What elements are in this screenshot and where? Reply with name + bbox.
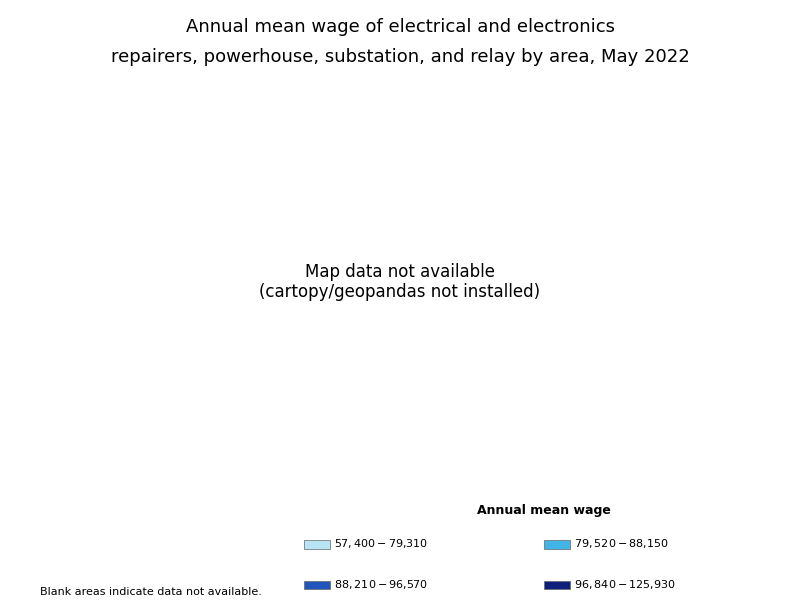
Text: $57,400 - $79,310: $57,400 - $79,310 — [334, 537, 429, 550]
Text: Annual mean wage: Annual mean wage — [477, 504, 611, 517]
FancyBboxPatch shape — [304, 581, 330, 589]
Text: Blank areas indicate data not available.: Blank areas indicate data not available. — [40, 587, 262, 597]
Text: $88,210 - $96,570: $88,210 - $96,570 — [334, 578, 429, 590]
FancyBboxPatch shape — [544, 581, 570, 589]
Text: $96,840 - $125,930: $96,840 - $125,930 — [574, 578, 676, 590]
Text: Map data not available
(cartopy/geopandas not installed): Map data not available (cartopy/geopanda… — [259, 263, 541, 301]
FancyBboxPatch shape — [544, 541, 570, 548]
Text: repairers, powerhouse, substation, and relay by area, May 2022: repairers, powerhouse, substation, and r… — [110, 48, 690, 66]
Text: Annual mean wage of electrical and electronics: Annual mean wage of electrical and elect… — [186, 18, 614, 36]
Text: $79,520 - $88,150: $79,520 - $88,150 — [574, 537, 669, 550]
FancyBboxPatch shape — [304, 541, 330, 548]
